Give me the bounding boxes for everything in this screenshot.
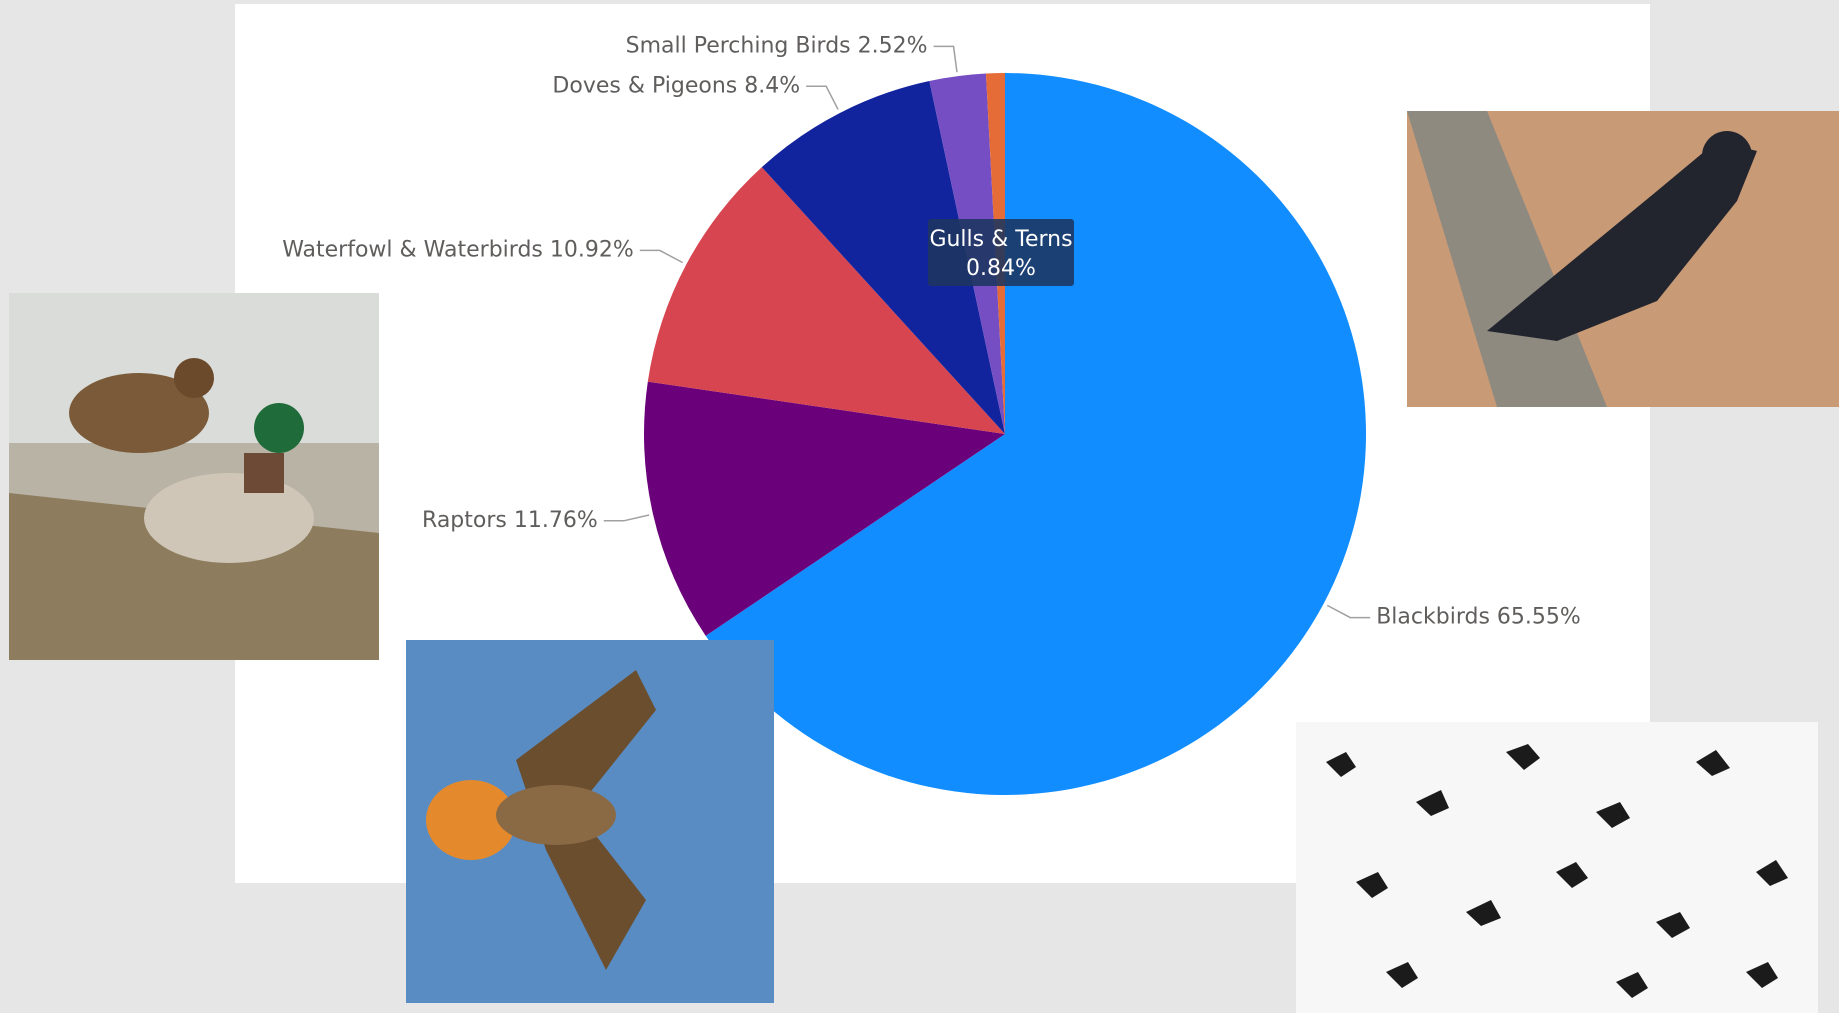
tooltip-title: Gulls & Terns	[929, 227, 1072, 252]
leader-line	[933, 45, 958, 73]
value-label: 2.52%	[858, 33, 928, 58]
value-label: 10.92%	[550, 237, 634, 262]
duck-photo[interactable]	[9, 293, 379, 660]
flock-photo[interactable]	[1296, 722, 1818, 1013]
data-label: Waterfowl & Waterbirds 10.92%	[282, 237, 634, 262]
value-label: 11.76%	[514, 508, 598, 533]
crow-photo[interactable]	[1407, 111, 1839, 407]
category-label: Blackbirds	[1376, 605, 1490, 630]
data-label: Small Perching Birds 2.52%	[626, 33, 928, 58]
hawk-photo[interactable]	[406, 640, 774, 1003]
data-label: Doves & Pigeons 8.4%	[552, 73, 800, 98]
value-label: 65.55%	[1497, 605, 1581, 630]
value-label: 8.4%	[744, 73, 800, 98]
leader-line	[1326, 604, 1371, 619]
pie-slice	[647, 167, 1005, 434]
category-label: Waterfowl & Waterbirds	[282, 237, 543, 262]
tooltip-value: 0.84%	[966, 256, 1036, 281]
category-label: Raptors	[422, 508, 507, 533]
leader-line	[806, 85, 839, 110]
pie-slice	[705, 73, 1367, 796]
leader-line	[603, 514, 650, 522]
category-label: Small Perching Birds	[626, 33, 851, 58]
category-label: Doves & Pigeons	[552, 73, 737, 98]
pie-slice	[761, 81, 1005, 434]
data-label: Blackbirds 65.55%	[1376, 605, 1581, 630]
leader-line	[639, 249, 684, 264]
data-label: Raptors 11.76%	[422, 508, 598, 533]
pie-slice	[644, 381, 1005, 636]
tooltip-box	[928, 219, 1074, 286]
